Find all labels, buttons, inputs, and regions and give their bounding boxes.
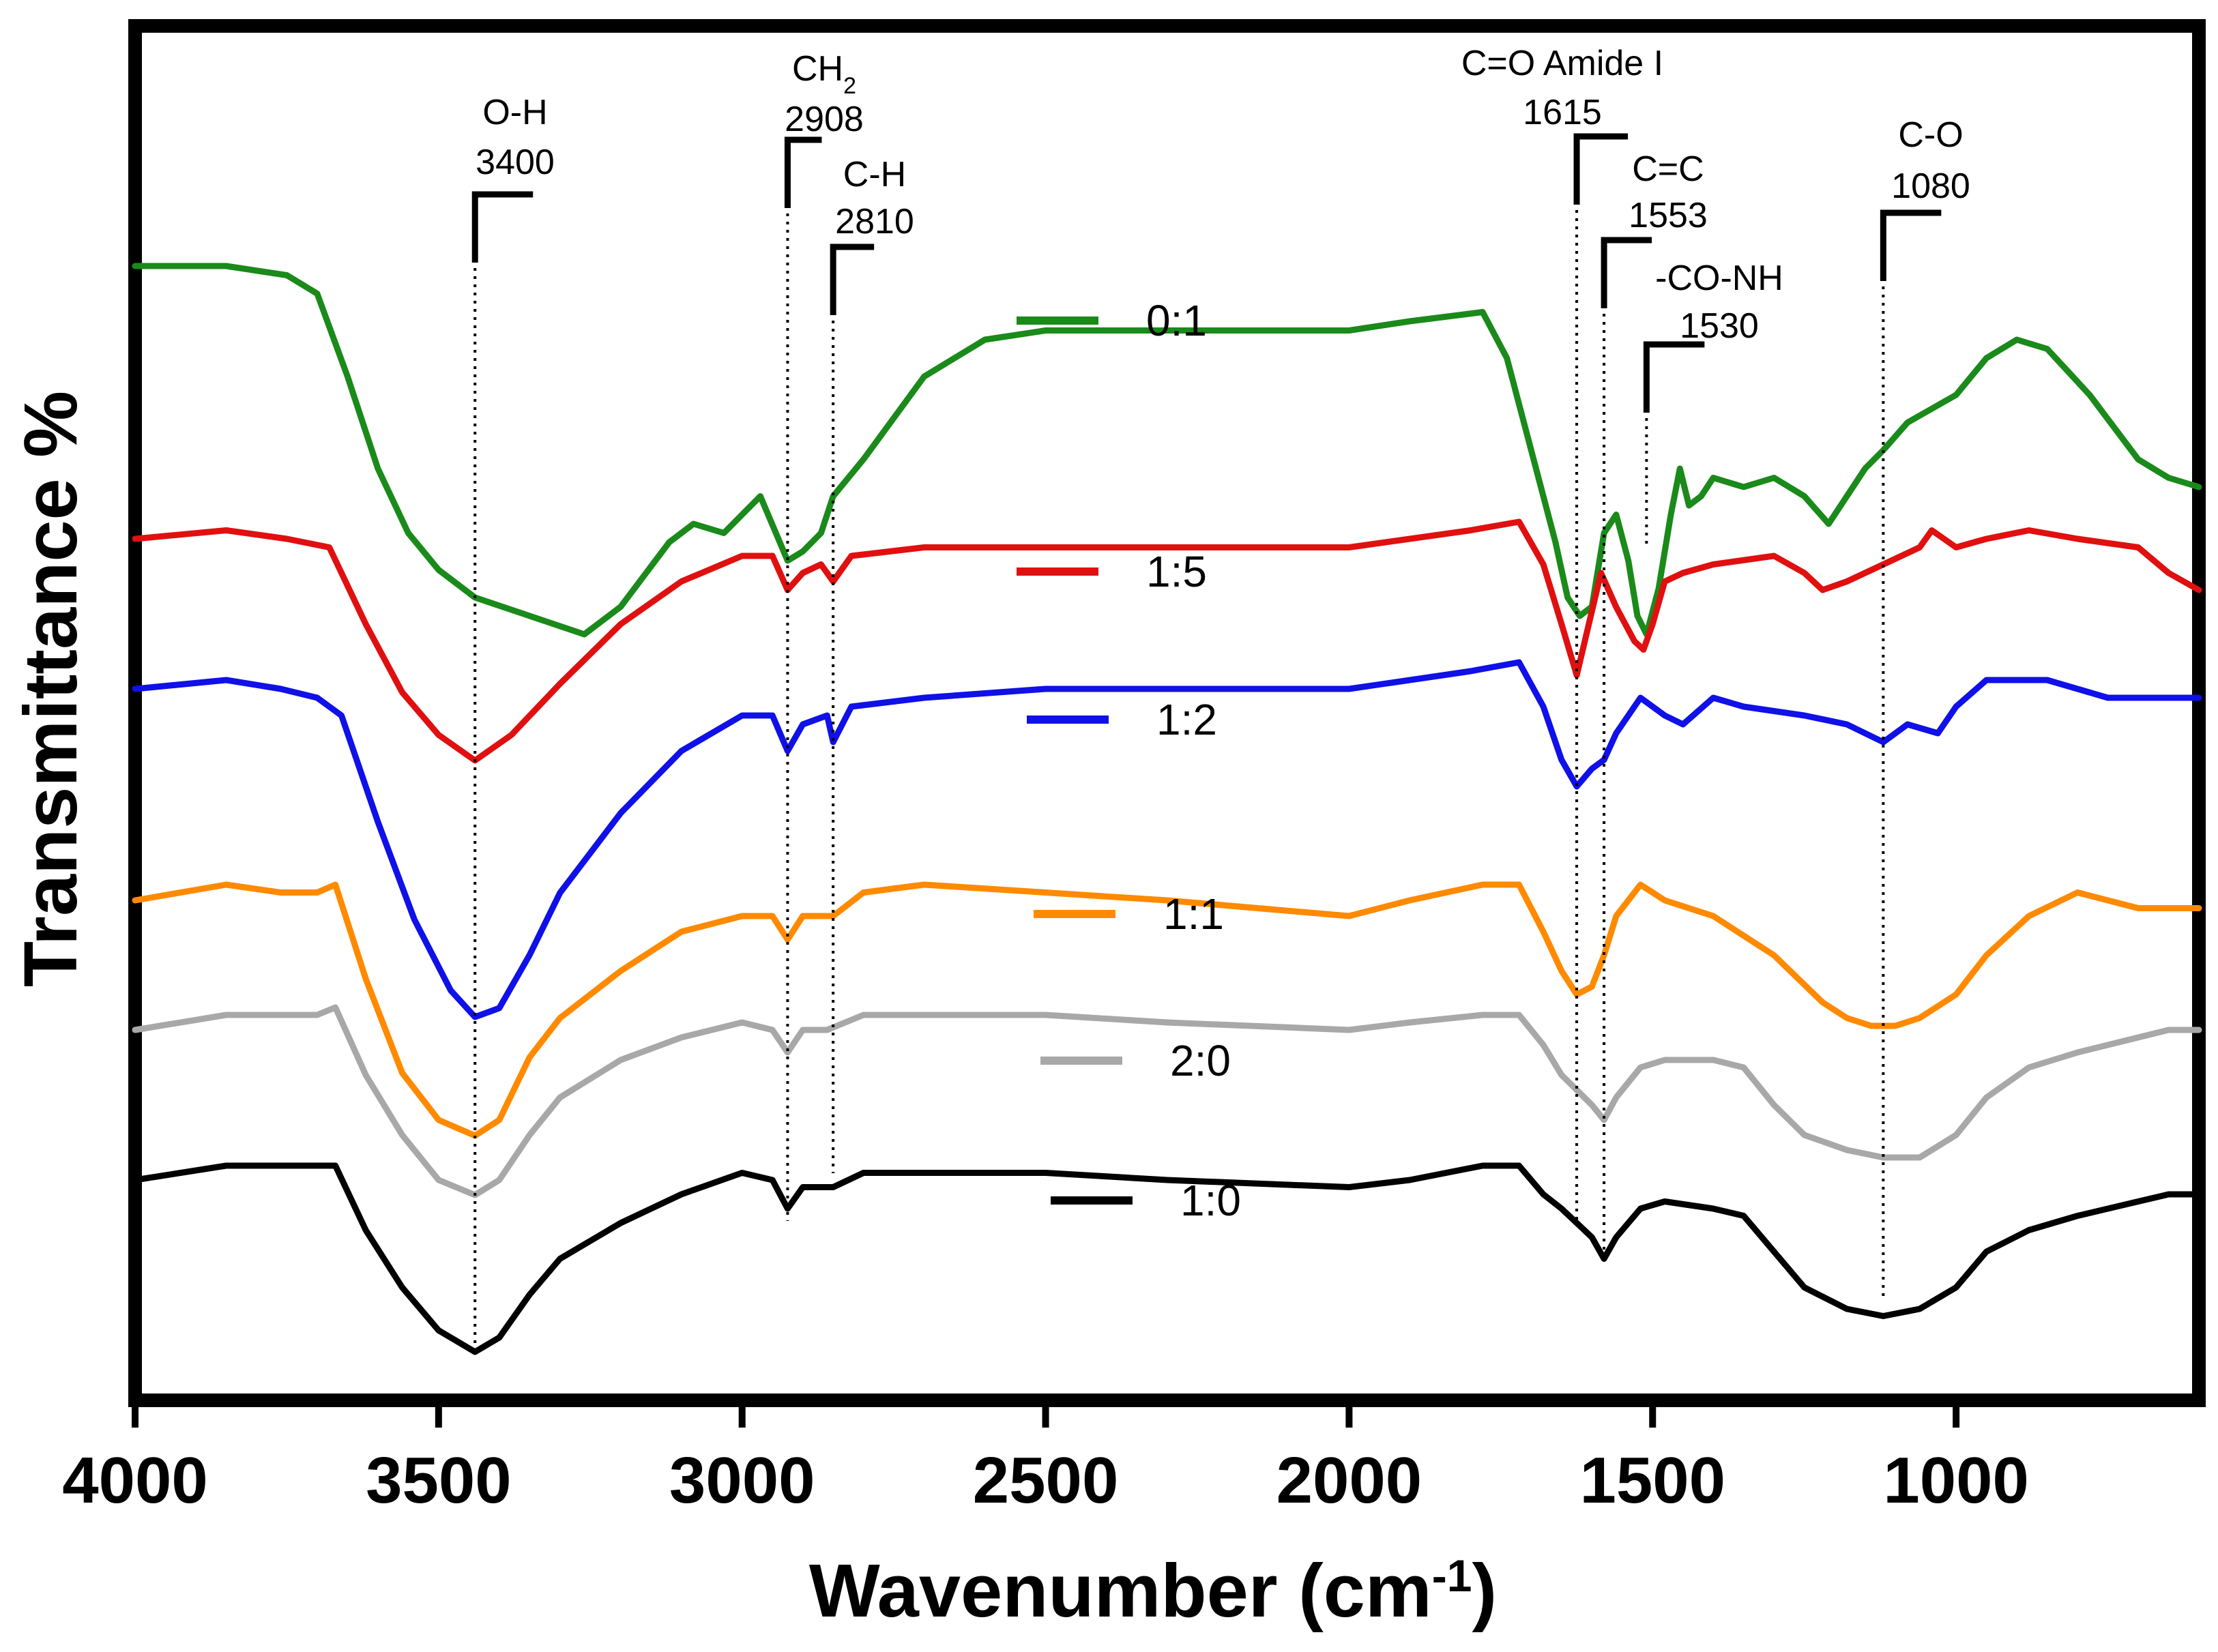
legend-label-1-1: 1:1 [1163,889,1224,939]
peak-annotation-cc: C=C 1553 [1601,149,1708,1255]
peak-annotation-ch: C-H 2810 [830,155,914,1173]
x-tick-label-1500: 1500 [1579,1444,1725,1517]
peak-bond-label-conh: -CO-NH [1655,259,1783,298]
peak-bond-label-cc: C=C [1632,149,1704,189]
x-tick-label-1000: 1000 [1883,1444,2029,1517]
peak-annotation-oh: O-H 3400 [471,93,555,1354]
x-tick-label-2500: 2500 [973,1444,1119,1517]
peak-bond-label-co: C-O [1898,115,1963,155]
x-tick-label-4000: 4000 [62,1444,208,1517]
x-tick-layer: 4000 3500 3000 2500 2000 1500 1000 [62,1400,2029,1517]
peak-bracket-amide [1573,133,1629,205]
x-axis-title-main: Wavenumber (cm [809,1549,1432,1633]
y-axis-title: Transmittance % [9,391,93,987]
peak-bracket-conh [1643,341,1705,413]
peak-bond-label-amide: C=O Amide I [1461,44,1663,83]
peak-bracket-oh [471,191,534,263]
x-tick-label-2000: 2000 [1276,1444,1422,1517]
peak-bracket-ch2 [784,136,822,208]
legend-label-2-0: 2:0 [1170,1036,1231,1085]
peak-bond-label-ch2: CH2 [792,49,856,99]
peak-bond-label-ch: C-H [843,155,906,194]
series-line-1-5 [132,518,2202,764]
series-line-0-1 [132,263,2202,638]
peak-bracket-ch [830,244,875,315]
peak-wavenumber-label-oh: 3400 [476,143,555,182]
peak-annotation-co: C-O 1080 [1880,115,1970,1296]
legend-label-1-0: 1:0 [1180,1176,1241,1225]
legend-label-0-1: 0:1 [1146,296,1207,345]
x-tick-label-3500: 3500 [366,1444,512,1517]
x-tick-label-3000: 3000 [669,1444,815,1517]
legend-label-1-5: 1:5 [1146,547,1207,596]
peak-annotation-conh: -CO-NH 1530 [1643,259,1783,546]
peak-bond-label-oh: O-H [482,93,547,132]
legend-label-1-2: 1:2 [1156,695,1217,744]
series-line-1-2 [132,659,2202,1020]
peak-bracket-cc [1601,237,1652,308]
peak-wavenumber-label-conh: 1530 [1680,306,1759,346]
legend-layer: 0:1 1:5 1:2 1:1 2:0 1:0 [1017,296,1241,1225]
x-axis-title-close: ) [1472,1549,1497,1633]
peak-wavenumber-label-ch2: 2908 [785,100,864,139]
peak-wavenumber-label-amide: 1615 [1523,93,1602,132]
peak-bracket-co [1880,209,1942,281]
x-axis-title-sup: -1 [1432,1550,1472,1601]
peak-annotation-amide: C=O Amide I 1615 [1461,44,1663,1221]
plot-frame [128,19,2206,1407]
peak-wavenumber-label-co: 1080 [1891,166,1970,206]
peak-wavenumber-label-cc: 1553 [1629,196,1708,235]
x-axis-title: Wavenumber (cm-1) [809,1549,1497,1633]
peak-wavenumber-label-ch: 2810 [835,202,914,241]
series-line-1-0 [132,1162,2202,1355]
